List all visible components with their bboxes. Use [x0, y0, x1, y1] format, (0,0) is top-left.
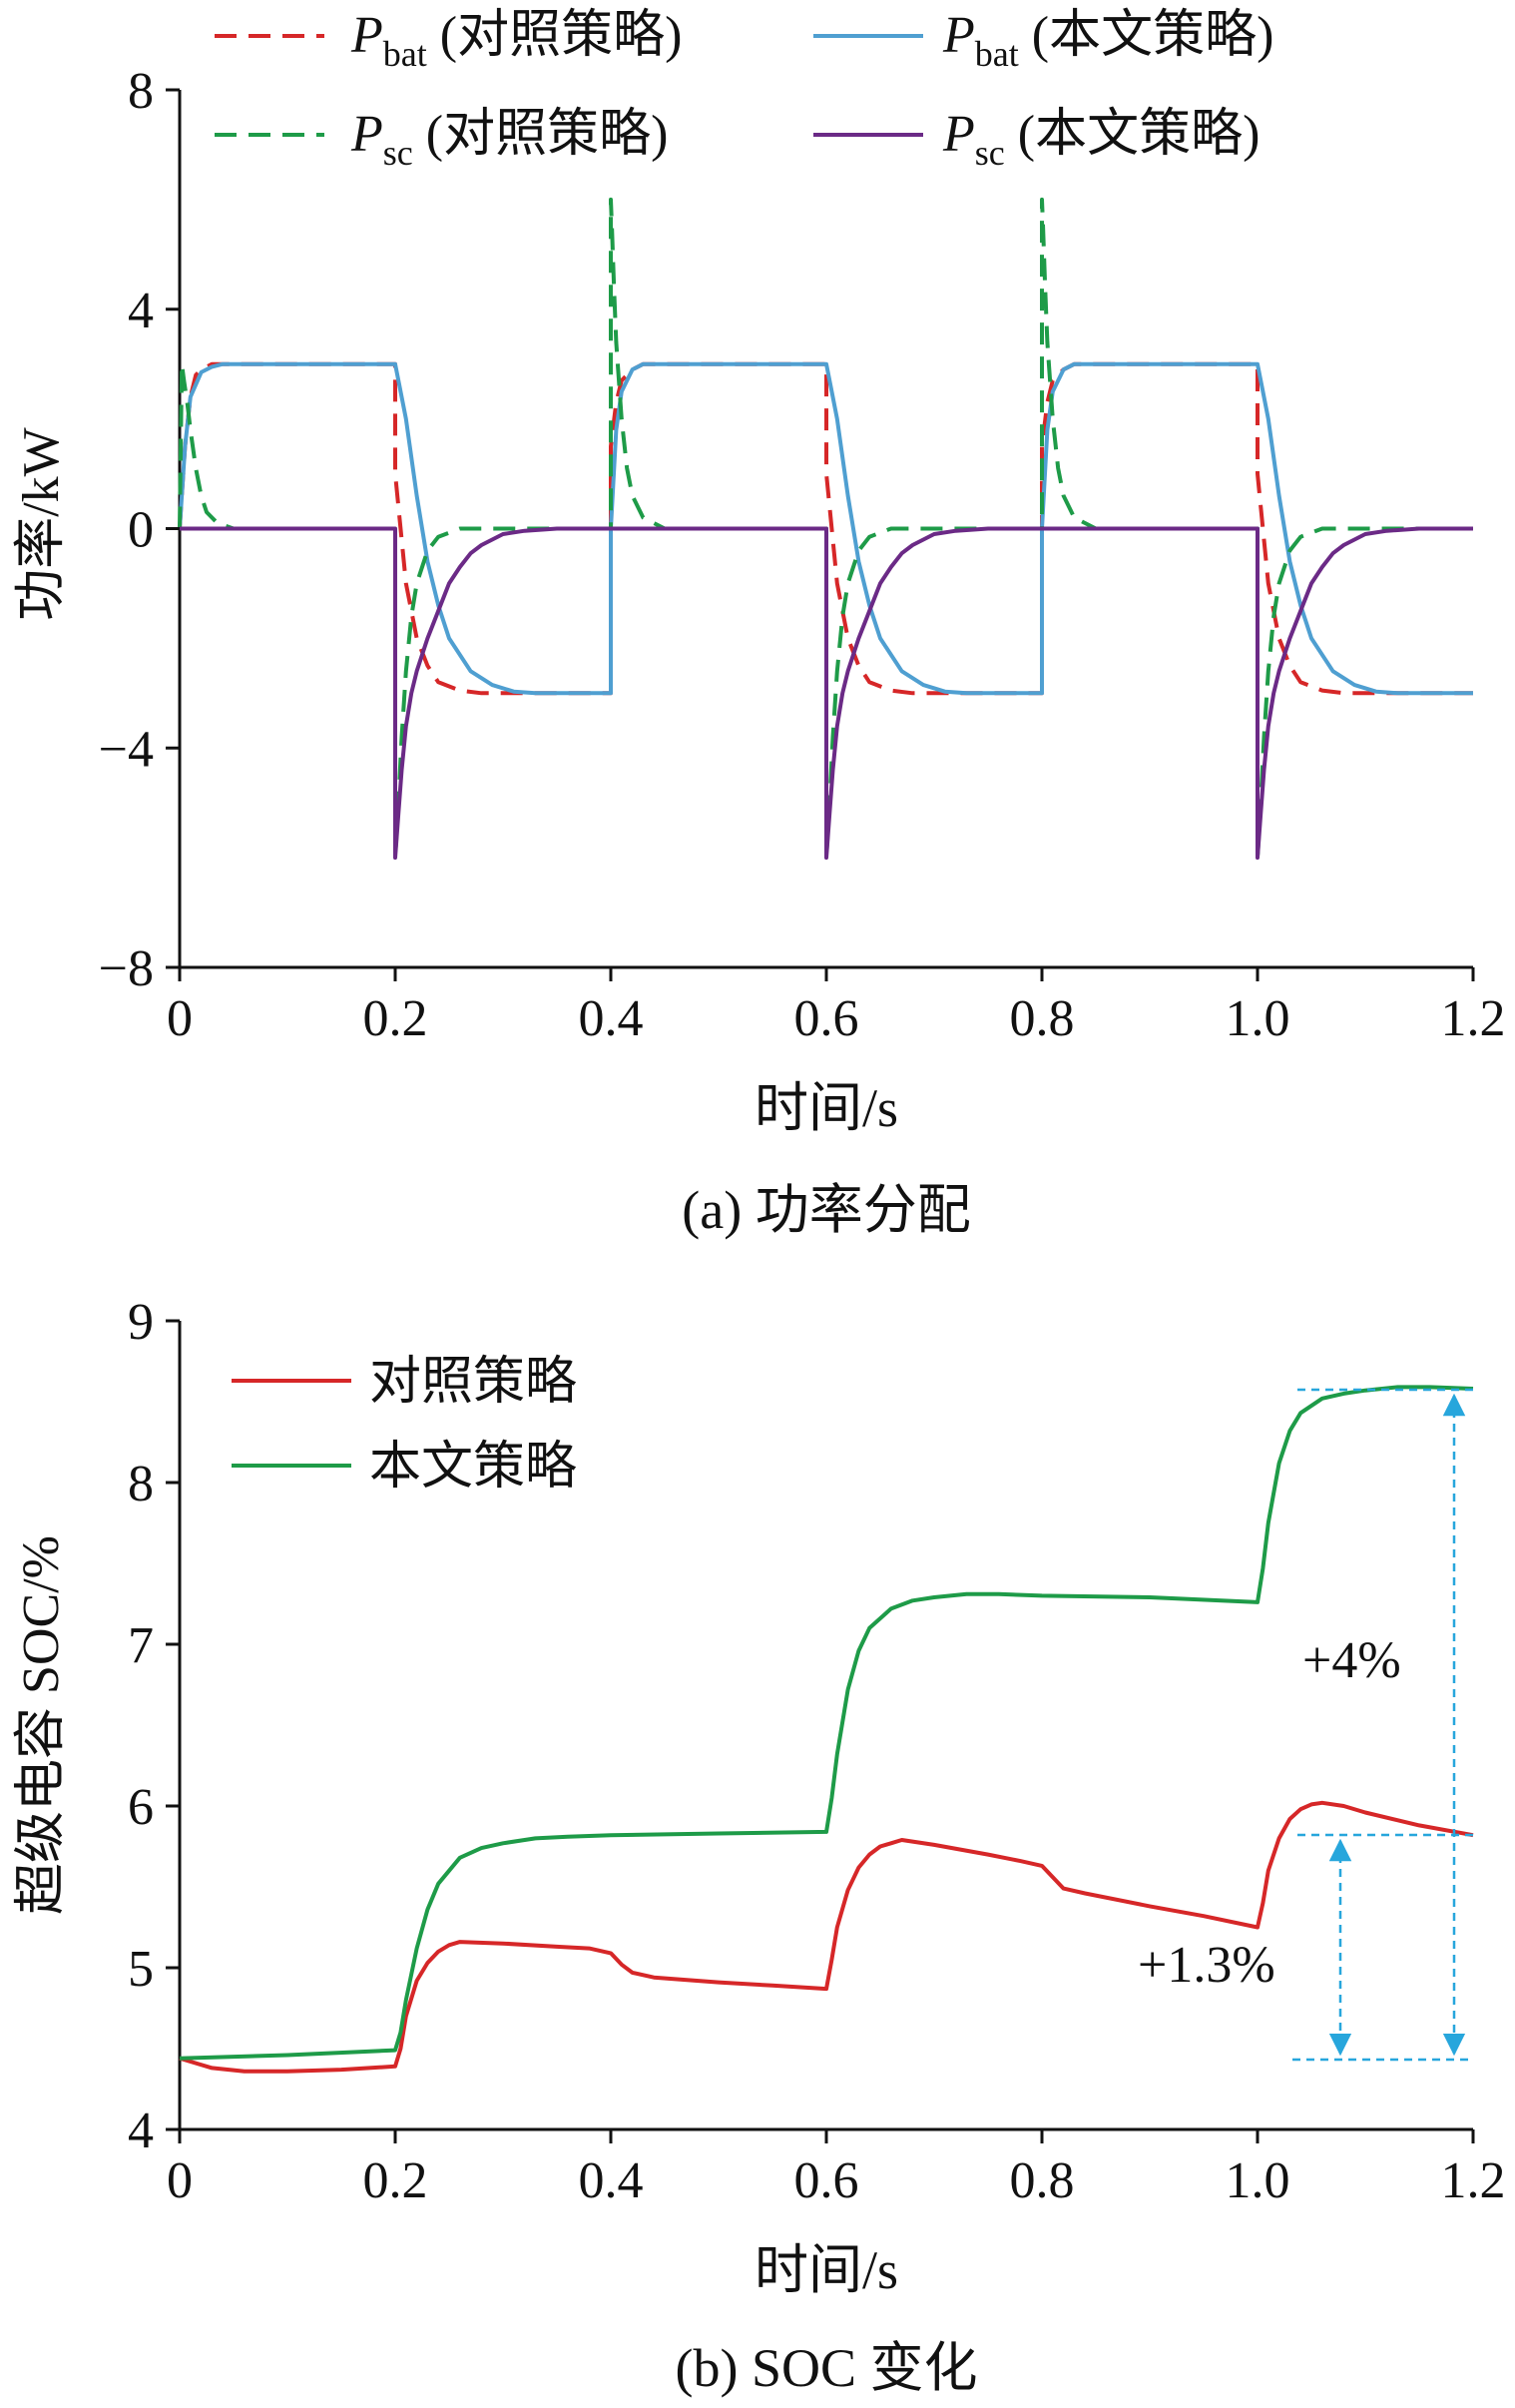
legend-label: (本文策略) — [1019, 7, 1274, 64]
chart-b-y-tick-label: 6 — [128, 1779, 154, 1836]
chart-a-y-tick-label: 4 — [128, 283, 154, 339]
svg-text:Psc (本文策略): Psc (本文策略) — [942, 106, 1260, 173]
annotation-1-3pct: +1.3% — [1138, 1937, 1275, 1994]
legend-symbol: P — [942, 7, 975, 64]
chart-a-x-tick-label: 0.6 — [794, 990, 859, 1047]
chart-a-x-tick-label: 1.2 — [1441, 990, 1506, 1047]
chart-b-series — [179, 1385, 1474, 2074]
legend-subscript: bat — [975, 34, 1019, 74]
legend-item-soc-cmp: 对照策略 — [232, 1354, 577, 1411]
legend-label: 对照策略 — [369, 1354, 577, 1411]
chart-b-y-tick-label: 8 — [128, 1456, 154, 1512]
legend-label: (对照策略) — [413, 106, 669, 163]
legend-item-pbat-new: Pbat (本文策略) — [813, 7, 1273, 74]
series-line-psc_new — [180, 526, 1473, 861]
chart-b-x-tick-label: 0.4 — [579, 2152, 644, 2209]
series-line-soc_cmp — [179, 1800, 1474, 2074]
legend-item-soc-new: 本文策略 — [232, 1439, 577, 1496]
chart-a-caption: (a) 功率分配 — [682, 1180, 970, 1240]
legend-symbol: P — [942, 106, 975, 163]
chart-a-x-tick-label: 0.4 — [579, 990, 644, 1047]
chart-b-y-label: 超级电容 SOC/% — [13, 1535, 70, 1915]
series-line-pbat_new — [178, 361, 1473, 696]
legend-label: (本文策略) — [1005, 106, 1261, 163]
chart-b-caption: (b) SOC 变化 — [675, 2338, 977, 2398]
chart-b-ticks: 0 0.2 0.4 0.6 0.8 1.0 1.2 9 8 7 6 5 4 — [128, 1294, 1506, 2209]
chart-a-y-tick-label: 8 — [128, 63, 154, 120]
svg-text:Psc (对照策略): Psc (对照策略) — [350, 106, 668, 173]
legend-item-psc-cmp: Psc (对照策略) — [215, 106, 668, 173]
legend-symbol: P — [350, 106, 383, 163]
annotation-4pct: +4% — [1302, 1632, 1401, 1689]
chart-b: 0 0.2 0.4 0.6 0.8 1.0 1.2 9 8 7 6 5 4 +4% +1.3% 对照策略… — [13, 1294, 1506, 2398]
chart-a-x-tick-label: 1.0 — [1226, 990, 1290, 1047]
legend-subscript: sc — [383, 133, 413, 173]
chart-a-legend: Pbat (对照策略) Pbat (本文策略) Psc (对照策略) Psc (… — [215, 7, 1273, 173]
series-line-soc_new — [179, 1385, 1474, 2061]
chart-a-x-tick-label: 0 — [167, 990, 193, 1047]
chart-b-x-label: 时间/s — [755, 2240, 898, 2300]
chart-a-y-label: 功率/kW — [13, 427, 70, 621]
chart-b-x-tick-label: 0.2 — [363, 2152, 428, 2209]
chart-a-x-tick-label: 0.2 — [363, 990, 428, 1047]
svg-text:Pbat (本文策略): Pbat (本文策略) — [942, 7, 1273, 74]
chart-b-x-tick-label: 1.2 — [1441, 2152, 1506, 2209]
chart-a-x-tick-label: 0.8 — [1010, 990, 1075, 1047]
chart-b-y-tick-label: 4 — [128, 2103, 154, 2159]
series-line-pbat_cmp — [178, 361, 1473, 696]
chart-b-annotations: +4% +1.3% — [1138, 1388, 1473, 2062]
chart-a-y-tick-label: −4 — [99, 721, 154, 778]
chart-a: 0 0.2 0.4 0.6 0.8 1.0 1.2 8 4 0 −4 −8 Pbat (对照策略) P… — [13, 7, 1506, 1240]
chart-a-series — [178, 197, 1473, 861]
chart-b-x-tick-label: 0.8 — [1010, 2152, 1075, 2209]
chart-a-x-label: 时间/s — [755, 1078, 898, 1138]
svg-text:Pbat (对照策略): Pbat (对照策略) — [350, 7, 682, 74]
chart-b-x-tick-label: 1.0 — [1226, 2152, 1290, 2209]
legend-symbol: P — [350, 7, 383, 64]
chart-b-y-tick-label: 9 — [128, 1294, 154, 1351]
chart-b-x-tick-label: 0.6 — [794, 2152, 859, 2209]
chart-b-legend: 对照策略 本文策略 — [232, 1354, 577, 1496]
chart-a-ticks: 0 0.2 0.4 0.6 0.8 1.0 1.2 8 4 0 −4 −8 — [99, 63, 1506, 1047]
chart-b-y-tick-label: 7 — [128, 1617, 154, 1674]
legend-label: 本文策略 — [369, 1439, 577, 1496]
legend-item-pbat-cmp: Pbat (对照策略) — [215, 7, 682, 74]
chart-b-y-tick-label: 5 — [128, 1941, 154, 1998]
chart-a-y-tick-label: −8 — [99, 940, 154, 997]
legend-subscript: sc — [975, 133, 1005, 173]
legend-item-psc-new: Psc (本文策略) — [813, 106, 1260, 173]
chart-b-x-tick-label: 0 — [167, 2152, 193, 2209]
legend-label: (对照策略) — [427, 7, 683, 64]
chart-a-y-tick-label: 0 — [128, 502, 154, 559]
legend-subscript: bat — [383, 34, 427, 74]
